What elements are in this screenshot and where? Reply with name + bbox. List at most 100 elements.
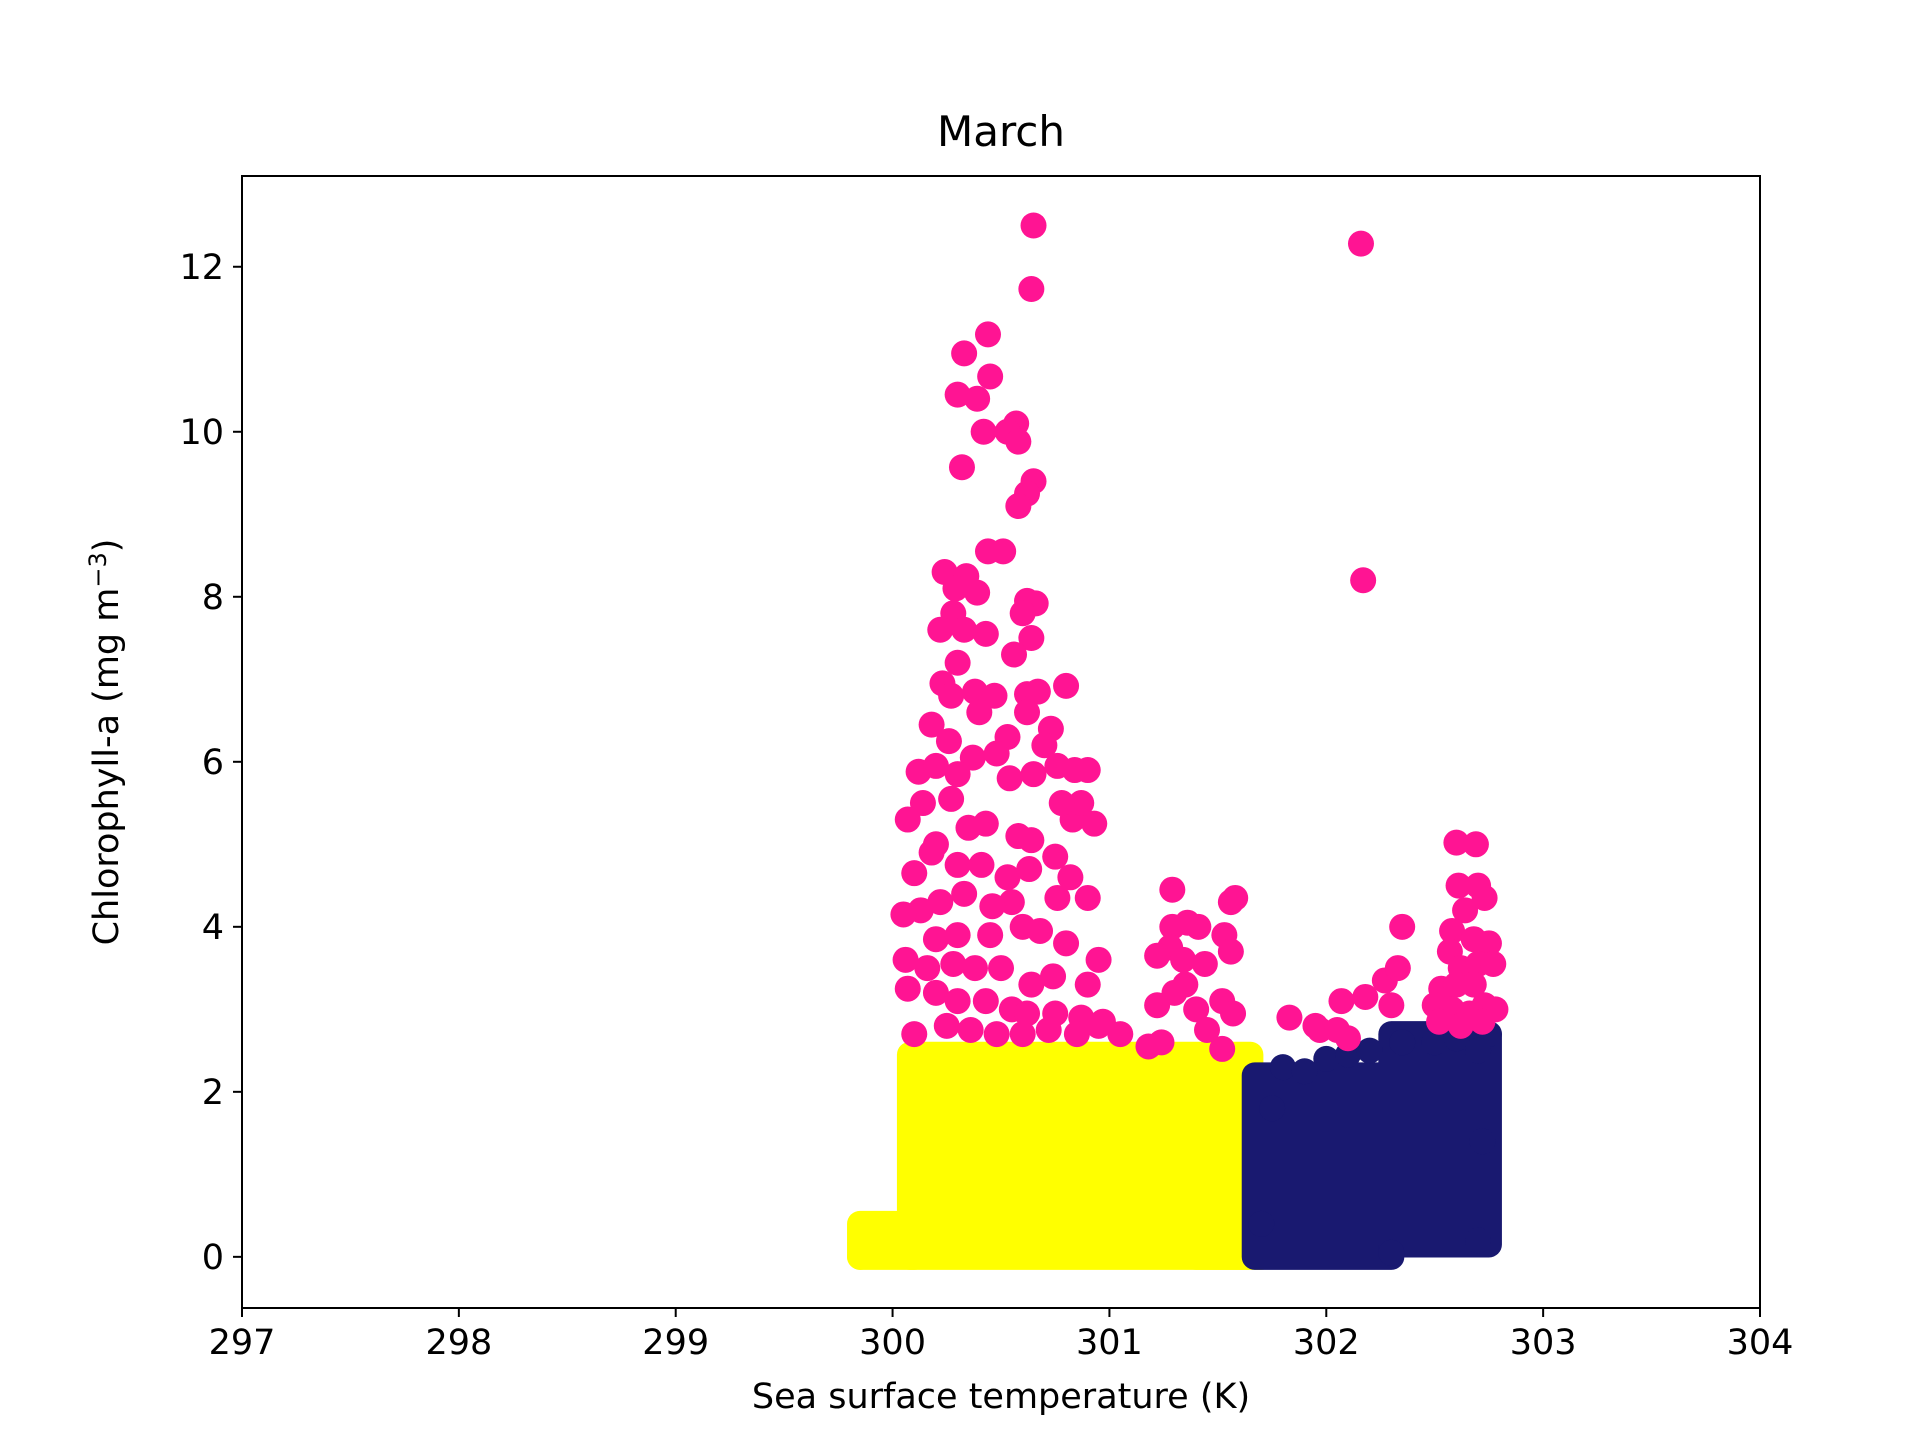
data-point — [994, 864, 1021, 891]
y-tick-label: 8 — [202, 578, 224, 618]
series-1 — [1241, 1021, 1502, 1270]
data-point — [1074, 757, 1101, 784]
data-point — [1328, 988, 1355, 1015]
data-point — [951, 340, 978, 367]
y-axis-label: Chlorophyll-a (mg m−3) — [84, 539, 127, 946]
data-point — [1031, 1045, 1058, 1072]
y-tick-label: 0 — [202, 1238, 224, 1278]
data-point — [1024, 678, 1051, 705]
data-point — [1035, 1016, 1062, 1043]
y-tick-label: 2 — [202, 1073, 224, 1113]
data-point — [972, 988, 999, 1015]
data-point — [1057, 864, 1084, 891]
data-point — [1220, 1000, 1247, 1027]
data-point — [1053, 930, 1080, 957]
data-point — [1005, 493, 1032, 520]
data-point — [894, 975, 921, 1002]
data-point — [1185, 913, 1212, 940]
x-tick-label: 299 — [642, 1323, 709, 1363]
data-point — [988, 955, 1014, 982]
data-point — [1445, 872, 1472, 899]
data-point — [944, 922, 971, 949]
y-axis: 0 2 4 6 8 10 12 — [179, 248, 242, 1278]
data-point — [944, 1054, 971, 1081]
data-point — [1074, 884, 1101, 911]
data-point — [1144, 992, 1171, 1019]
data-point — [909, 790, 936, 817]
data-point — [1378, 992, 1405, 1019]
data-point — [847, 1243, 874, 1270]
x-tick-label: 298 — [425, 1323, 492, 1363]
data-point — [1276, 1004, 1303, 1031]
data-point — [1085, 946, 1112, 973]
data-point — [977, 363, 1004, 390]
data-point — [1471, 884, 1498, 911]
y-tick-label: 12 — [179, 248, 224, 288]
data-point — [940, 950, 967, 977]
data-point — [996, 765, 1023, 792]
data-point — [1009, 1021, 1036, 1048]
data-point — [914, 955, 941, 982]
data-point — [1426, 1008, 1453, 1035]
data-point — [957, 1016, 984, 1043]
data-point — [1018, 971, 1045, 998]
x-axis-label: Sea surface temperature (K) — [752, 1377, 1250, 1417]
y-axis-label-end: ) — [87, 539, 127, 553]
data-point — [1020, 761, 1047, 788]
data-point — [938, 682, 965, 709]
data-point — [1384, 955, 1411, 982]
data-point — [892, 946, 919, 973]
data-point — [1068, 790, 1095, 817]
data-point — [1016, 856, 1043, 883]
data-point — [1089, 1008, 1116, 1035]
data-point — [1005, 428, 1032, 455]
data-point — [1148, 1029, 1175, 1056]
y-tick-label: 4 — [202, 908, 224, 948]
data-point — [1118, 1070, 1145, 1097]
data-point — [1389, 913, 1416, 940]
data-point — [1356, 1037, 1383, 1064]
data-point — [901, 1021, 928, 1048]
data-point — [1027, 917, 1054, 944]
x-tick-label: 303 — [1510, 1323, 1577, 1363]
data-point — [1014, 1000, 1041, 1027]
data-point — [944, 381, 971, 408]
data-point — [1378, 1239, 1405, 1266]
data-point — [974, 321, 1001, 348]
data-point — [857, 1214, 884, 1241]
data-point — [935, 728, 962, 755]
data-point — [988, 1041, 1014, 1068]
data-point — [918, 711, 945, 738]
data-point — [1215, 1111, 1242, 1138]
data-point — [1048, 790, 1075, 817]
data-point — [1259, 1095, 1286, 1122]
data-point — [964, 385, 991, 412]
data-point — [979, 893, 1006, 920]
data-point — [918, 839, 945, 866]
data-point — [968, 851, 995, 878]
data-point — [1462, 831, 1489, 858]
data-point — [890, 1219, 917, 1246]
data-point — [1081, 810, 1108, 837]
data-point — [972, 620, 999, 647]
data-point — [964, 579, 991, 606]
data-point — [1347, 230, 1374, 257]
point-cluster-1-1 — [1378, 1021, 1502, 1258]
data-point — [1014, 699, 1041, 726]
data-point — [1452, 897, 1479, 924]
data-point — [959, 744, 986, 771]
data-point — [1042, 843, 1069, 870]
data-point — [938, 785, 965, 812]
data-point — [944, 761, 971, 788]
data-point — [1183, 996, 1210, 1023]
data-point — [1001, 641, 1028, 668]
data-point — [1074, 971, 1101, 998]
data-point — [922, 1045, 949, 1072]
data-point — [1469, 1008, 1496, 1035]
data-point — [972, 810, 999, 837]
x-axis: 297 298 299 300 301 302 303 304 — [209, 1308, 1793, 1363]
data-point — [1170, 946, 1197, 973]
x-tick-label: 301 — [1076, 1323, 1143, 1363]
data-point — [1460, 971, 1487, 998]
data-point — [901, 860, 928, 887]
